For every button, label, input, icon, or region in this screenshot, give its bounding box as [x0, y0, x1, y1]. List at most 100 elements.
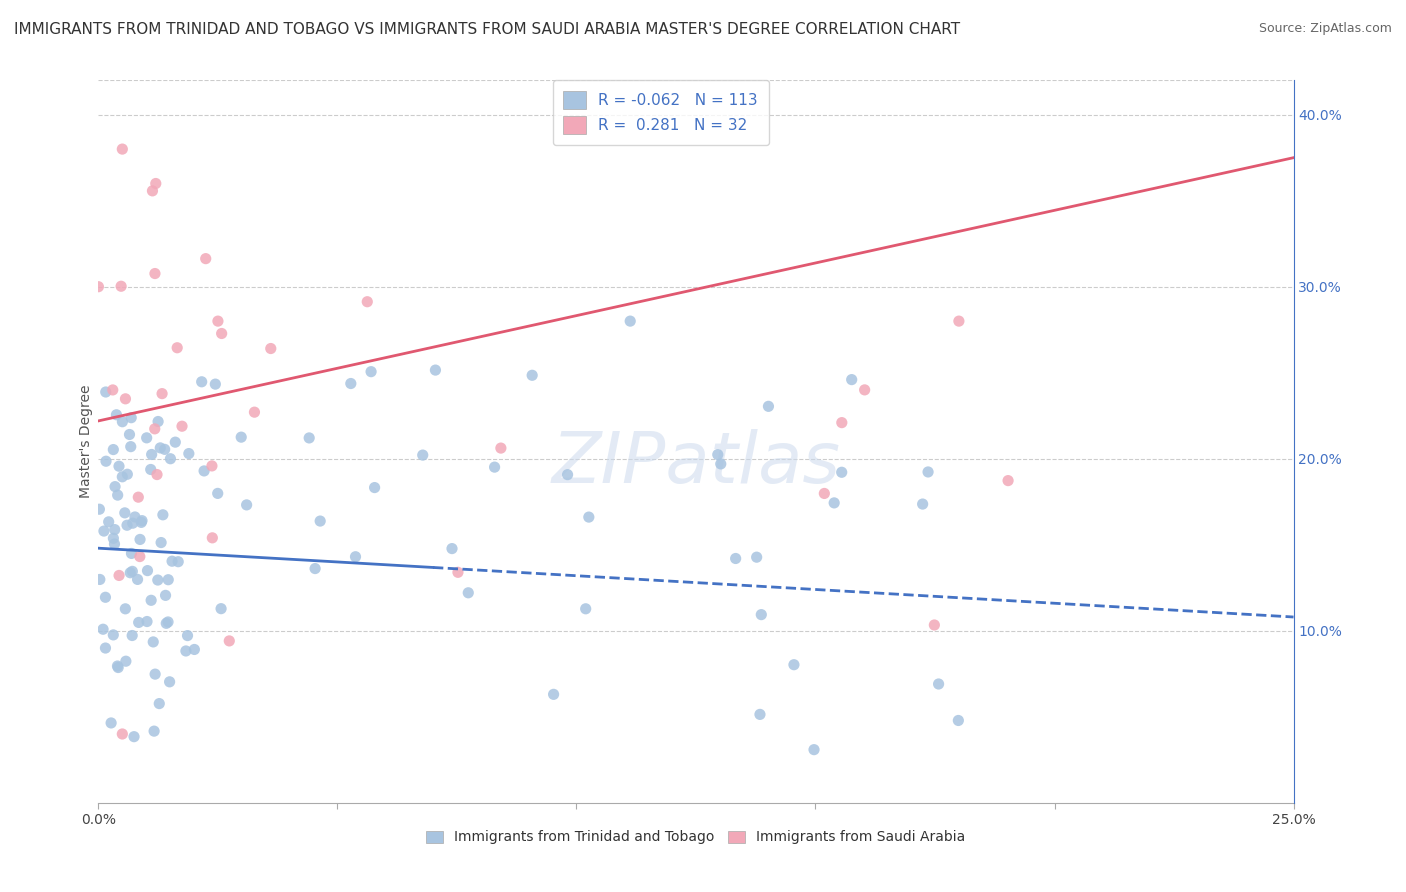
Point [127, 490, 149, 504]
Point [94, 454, 117, 468]
Point [87, 279, 110, 293]
Point [183, 642, 205, 657]
Point [803, 742, 825, 756]
Point [783, 657, 806, 672]
Point [344, 549, 367, 564]
Point [111, 470, 134, 484]
Point [340, 376, 363, 391]
Point [120, 566, 142, 580]
Point [152, 508, 174, 522]
Point [749, 707, 772, 722]
Point [146, 415, 169, 429]
Point [412, 448, 434, 462]
Point [166, 341, 188, 355]
Point [575, 601, 598, 615]
Point [100, 715, 122, 730]
Point [150, 386, 173, 401]
Point [159, 674, 181, 689]
Text: ZIPatlas: ZIPatlas [551, 429, 841, 498]
Point [114, 392, 136, 406]
Point [520, 368, 543, 383]
Point [150, 535, 173, 549]
Point [121, 516, 143, 531]
Point [114, 506, 136, 520]
Point [157, 615, 180, 629]
Point [447, 566, 470, 580]
Point [108, 568, 131, 582]
Point [235, 498, 257, 512]
Point [425, 363, 447, 377]
Point [260, 342, 283, 356]
Point [177, 446, 200, 460]
Point [707, 448, 730, 462]
Point [363, 481, 385, 495]
Point [159, 451, 181, 466]
Point [107, 488, 129, 502]
Point [107, 659, 129, 673]
Point [107, 660, 129, 674]
Point [115, 654, 138, 668]
Point [831, 465, 853, 479]
Point [120, 410, 142, 425]
Point [813, 486, 835, 500]
Point [176, 629, 198, 643]
Point [135, 431, 157, 445]
Point [155, 616, 177, 631]
Point [139, 462, 162, 476]
Point [157, 573, 180, 587]
Point [104, 523, 127, 537]
Point [194, 252, 217, 266]
Point [543, 687, 565, 701]
Point [207, 314, 229, 328]
Point [243, 405, 266, 419]
Point [924, 618, 946, 632]
Point [557, 467, 579, 482]
Text: Source: ZipAtlas.com: Source: ZipAtlas.com [1258, 22, 1392, 36]
Point [129, 533, 152, 547]
Point [127, 573, 149, 587]
Point [148, 697, 170, 711]
Point [121, 628, 143, 642]
Point [121, 565, 143, 579]
Point [167, 555, 190, 569]
Point [114, 602, 136, 616]
Point [853, 383, 876, 397]
Point [457, 586, 479, 600]
Point [104, 480, 127, 494]
Point [917, 465, 939, 479]
Point [928, 677, 950, 691]
Point [103, 442, 125, 457]
Point [149, 441, 172, 455]
Point [143, 267, 166, 281]
Legend: Immigrants from Trinidad and Tobago, Immigrants from Saudi Arabia: Immigrants from Trinidad and Tobago, Imm… [420, 825, 972, 850]
Point [724, 551, 747, 566]
Point [142, 635, 165, 649]
Point [165, 435, 187, 450]
Point [122, 730, 145, 744]
Point [103, 537, 125, 551]
Point [94, 591, 117, 605]
Point [111, 415, 134, 429]
Point [823, 496, 845, 510]
Point [110, 279, 132, 293]
Point [619, 314, 641, 328]
Point [103, 628, 125, 642]
Point [141, 184, 163, 198]
Point [131, 516, 153, 530]
Point [108, 459, 131, 474]
Point [103, 531, 125, 545]
Point [309, 514, 332, 528]
Point [745, 550, 768, 565]
Point [91, 622, 114, 636]
Point [193, 464, 215, 478]
Point [105, 408, 128, 422]
Point [489, 441, 512, 455]
Point [710, 457, 733, 471]
Point [948, 714, 970, 728]
Point [121, 546, 143, 560]
Point [146, 467, 169, 482]
Point [209, 601, 232, 615]
Point [831, 416, 853, 430]
Point [141, 447, 163, 461]
Point [356, 294, 378, 309]
